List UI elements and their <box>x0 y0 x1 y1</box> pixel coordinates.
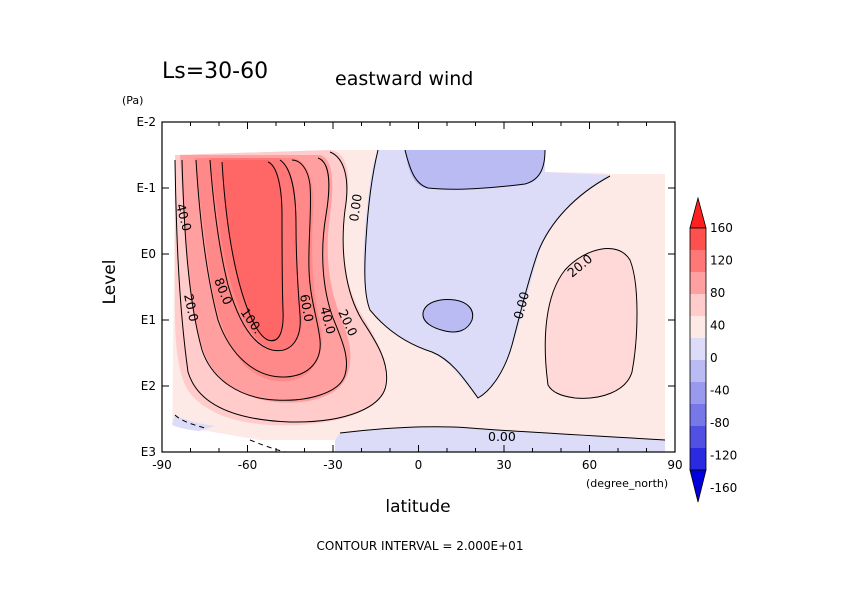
y-tick-label: E-2 <box>136 115 156 129</box>
colorbar-swatch <box>690 228 706 251</box>
colorbar-label: 0 <box>710 351 718 365</box>
colorbar-bottom-arrow <box>689 469 707 503</box>
y-axis-label: Level <box>100 260 120 305</box>
colorbar-label: -160 <box>710 481 737 495</box>
contour-label: 0.00 <box>488 429 516 444</box>
contour-label: 60.0 <box>297 293 317 323</box>
contour-line-neg-top <box>404 149 546 190</box>
colorbar-label: 40 <box>710 319 725 333</box>
colorbar-label: 120 <box>710 254 733 268</box>
field-neg-40-to-80-mid <box>422 299 473 332</box>
contour-line-100-west <box>221 161 284 342</box>
x-tick-label: 90 <box>667 458 682 472</box>
colorbar-label: 160 <box>710 221 733 235</box>
field-neg-0-to-40 <box>363 150 610 398</box>
colorbar-top-arrow <box>689 196 707 229</box>
contour-label: 0.00 <box>510 290 532 321</box>
contour-line-south-dash-2 <box>249 439 286 452</box>
colorbar-label: -120 <box>710 449 737 463</box>
colorbar-swatch <box>690 404 706 427</box>
field-neg-40-to-80-top <box>405 150 545 189</box>
y-tick-label: E-1 <box>136 181 156 195</box>
contour-label: 20.0 <box>181 293 201 323</box>
contour-line-20-west <box>174 151 388 423</box>
colorbar-swatch <box>690 448 706 471</box>
contour-line-20-east <box>544 248 638 399</box>
contour-line-0-bottom <box>339 426 666 441</box>
y-axis-ticks: E-2 E-1 E0 E1 E2 E3 <box>136 115 675 459</box>
contour-interval-footer: CONTOUR INTERVAL = 2.000E+01 <box>317 539 524 553</box>
colorbar-swatch <box>690 338 706 361</box>
x-unit: (degree_north) <box>586 477 668 490</box>
field-mask-top <box>162 122 675 452</box>
x-tick-label: 30 <box>496 458 511 472</box>
colorbar-swatch <box>690 272 706 295</box>
x-tick-label: -30 <box>323 458 343 472</box>
x-axis-label: latitude <box>385 497 450 517</box>
x-tick-label: -60 <box>238 458 258 472</box>
contour-line-neg-mid <box>422 299 474 333</box>
contour-line-80-west <box>209 159 301 352</box>
y-unit: (Pa) <box>122 94 143 107</box>
contour-label: 40.0 <box>173 202 195 233</box>
colorbar-swatch <box>690 426 706 449</box>
x-axis-ticks: -90 -60 -30 0 30 60 90 <box>152 122 683 472</box>
field-mask-bottom <box>172 425 250 452</box>
contour-label: 0.00 <box>346 193 365 223</box>
contour-lines <box>174 149 666 452</box>
colorbar-swatch <box>690 250 706 273</box>
y-tick-label: E0 <box>141 247 156 261</box>
y-tick-label: E3 <box>141 445 156 459</box>
colorbar-swatch <box>690 316 706 339</box>
colorbar-swatch <box>690 382 706 405</box>
contour-line-south-dash <box>174 414 206 429</box>
x-tick-label: 60 <box>582 458 597 472</box>
chart-title: eastward wind <box>335 68 473 90</box>
field-east-20-40 <box>545 248 637 399</box>
colorbar-label: -40 <box>710 384 730 398</box>
colorbar-label: 80 <box>710 286 725 300</box>
contour-line-0-central <box>364 149 611 399</box>
field-neg-bottom <box>335 426 665 452</box>
contour-line-40-west <box>181 157 347 401</box>
y-tick-label: E2 <box>141 379 156 393</box>
colorbar-swatch <box>690 294 706 317</box>
colorbar-swatch <box>690 360 706 383</box>
contour-label: 40.0 <box>317 305 339 336</box>
y-tick-label: E1 <box>141 313 156 327</box>
contour-fields <box>162 122 675 452</box>
colorbar-label: -80 <box>710 416 730 430</box>
contour-line-60-west <box>195 159 321 378</box>
colorbar: 160 120 80 40 0 -40 -80 -120 -160 <box>689 196 737 503</box>
subtitle: Ls=30-60 <box>162 59 268 84</box>
field-west-100-plus <box>222 160 284 342</box>
x-tick-label: -90 <box>152 458 172 472</box>
x-tick-label: 0 <box>415 458 423 472</box>
